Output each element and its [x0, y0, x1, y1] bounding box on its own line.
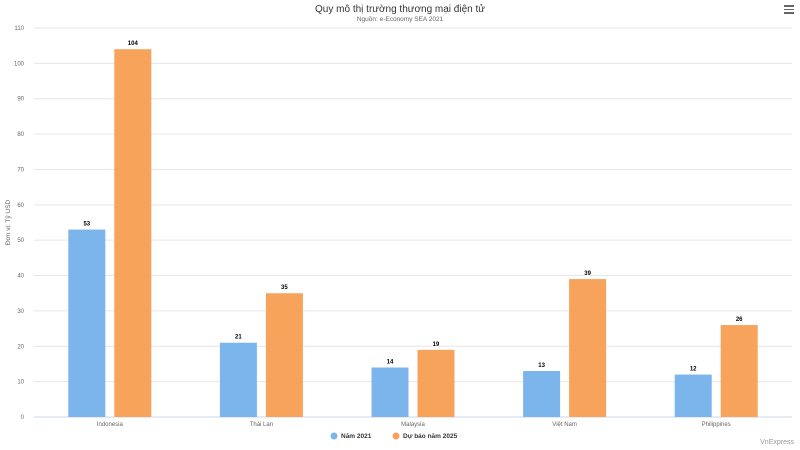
bar-du-bao-2025[interactable] — [720, 325, 758, 417]
data-label: 13 — [538, 363, 545, 369]
y-tick-label: 70 — [17, 167, 24, 173]
data-label: 14 — [387, 359, 394, 365]
bar-du-bao-2025[interactable] — [114, 49, 152, 418]
x-tick-label: Malaysia — [401, 422, 425, 428]
bar-du-bao-2025[interactable] — [417, 349, 455, 417]
bar-nam-2021[interactable] — [371, 367, 409, 417]
chart-title: Quy mô thị trường thương mại điện tử — [315, 4, 485, 15]
data-label: 53 — [83, 222, 90, 228]
y-tick-label: 20 — [17, 344, 24, 350]
y-tick-label: 40 — [17, 274, 24, 280]
data-label: 104 — [128, 41, 139, 47]
y-tick-label: 110 — [14, 26, 24, 32]
data-label: 26 — [736, 317, 743, 323]
legend-marker[interactable] — [330, 432, 338, 440]
bar-nam-2021[interactable] — [674, 374, 712, 417]
y-tick-label: 30 — [17, 309, 24, 315]
chart-subtitle: Nguồn: e-Economy SEA 2021 — [356, 16, 444, 23]
legend-item-label[interactable]: Dự báo năm 2025 — [403, 433, 458, 440]
bar-du-bao-2025[interactable] — [265, 293, 303, 417]
x-tick-label: Thái Lan — [250, 422, 273, 428]
data-label: 39 — [584, 271, 591, 277]
data-label: 21 — [235, 335, 242, 341]
hamburger-menu-icon[interactable] — [784, 5, 794, 14]
data-label: 12 — [690, 367, 697, 373]
x-tick-label: Indonesia — [97, 422, 124, 428]
bar-du-bao-2025[interactable] — [569, 279, 607, 417]
y-tick-label: 90 — [17, 97, 24, 103]
y-tick-label: 60 — [17, 203, 24, 209]
bar-nam-2021[interactable] — [523, 371, 561, 417]
y-tick-label: 80 — [17, 132, 24, 138]
data-label: 19 — [433, 342, 440, 348]
bar-nam-2021[interactable] — [68, 229, 106, 417]
y-tick-label: 0 — [21, 415, 25, 421]
credits-label[interactable]: VnExpress — [760, 439, 794, 446]
y-tick-label: 10 — [17, 380, 24, 386]
legend-marker[interactable] — [392, 432, 400, 440]
y-tick-label: 50 — [17, 238, 24, 244]
x-tick-label: Việt Nam — [552, 422, 577, 428]
data-label: 35 — [281, 285, 288, 291]
legend-item-label[interactable]: Năm 2021 — [341, 433, 372, 440]
y-tick-label: 100 — [14, 61, 25, 67]
bar-nam-2021[interactable] — [219, 342, 257, 417]
y-axis-title: Đơn vị: Tỷ USD — [5, 200, 12, 246]
x-tick-label: Philippines — [702, 422, 731, 428]
